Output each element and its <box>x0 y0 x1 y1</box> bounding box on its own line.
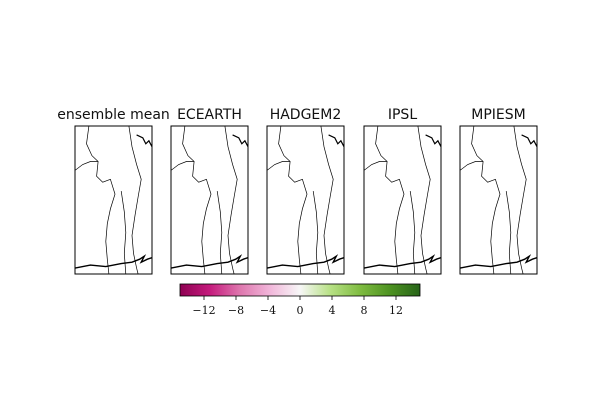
border-line <box>375 126 405 274</box>
map-panel: IPSL <box>363 107 442 275</box>
coastline <box>171 254 248 269</box>
panel-title: ECEARTH <box>177 107 242 123</box>
coastline-north <box>232 134 248 147</box>
colorbar-tick-label: −8 <box>228 304 244 317</box>
colorbar-tick-label: 4 <box>329 304 336 317</box>
border-line <box>216 191 223 274</box>
panel-title: MPIESM <box>471 107 525 123</box>
colorbar-tick-label: 8 <box>361 304 368 317</box>
colorbar: −12 −8 −4 0 4 8 12 <box>179 283 421 317</box>
country-borders <box>75 126 152 274</box>
coastline-north <box>328 134 344 147</box>
border-line <box>364 161 388 171</box>
panel-frame <box>459 125 538 275</box>
coastline <box>460 254 537 269</box>
border-line <box>505 191 512 274</box>
border-line <box>417 126 431 274</box>
country-borders <box>171 126 248 274</box>
colorbar-tick-label: −12 <box>192 304 215 317</box>
border-line <box>182 126 212 274</box>
border-line <box>312 191 319 274</box>
border-line <box>460 161 484 171</box>
coastline-north <box>136 134 152 147</box>
colorbar-tick-label: 12 <box>389 304 403 317</box>
panel-frame <box>74 125 153 275</box>
border-line <box>513 126 527 274</box>
border-line <box>128 126 142 274</box>
coastline-north <box>521 134 537 147</box>
border-line <box>120 191 127 274</box>
map-panel: HADGEM2 <box>266 107 345 275</box>
border-line <box>320 126 334 274</box>
map-panel: ensemble mean <box>57 107 170 275</box>
colorbar-gradient <box>179 283 421 297</box>
border-line <box>409 191 416 274</box>
colorbar-tick-label: −4 <box>260 304 276 317</box>
border-line <box>224 126 238 274</box>
colorbar-tick-label: 0 <box>297 304 304 317</box>
coastline <box>75 254 152 269</box>
border-line <box>171 161 195 171</box>
border-line <box>75 161 99 171</box>
border-line <box>86 126 116 274</box>
coastline-north <box>425 134 441 147</box>
map-panel: MPIESM <box>459 107 538 275</box>
panel-title: HADGEM2 <box>270 107 342 123</box>
border-line <box>267 161 291 171</box>
map-panels: ensemble mean ECEARTH HADGEM2 IPSL MPIESM <box>57 107 538 275</box>
panel-frame <box>170 125 249 275</box>
country-borders <box>460 126 537 274</box>
panel-title: ensemble mean <box>57 107 170 123</box>
colorbar-ticks: −12 −8 −4 0 4 8 12 <box>192 296 403 317</box>
border-line <box>471 126 501 274</box>
coastline <box>267 254 344 269</box>
country-borders <box>267 126 344 274</box>
panel-frame <box>266 125 345 275</box>
border-line <box>278 126 308 274</box>
panel-title: IPSL <box>388 107 417 123</box>
panel-frame <box>363 125 442 275</box>
country-borders <box>364 126 441 274</box>
coastline <box>364 254 441 269</box>
map-panel: ECEARTH <box>170 107 249 275</box>
